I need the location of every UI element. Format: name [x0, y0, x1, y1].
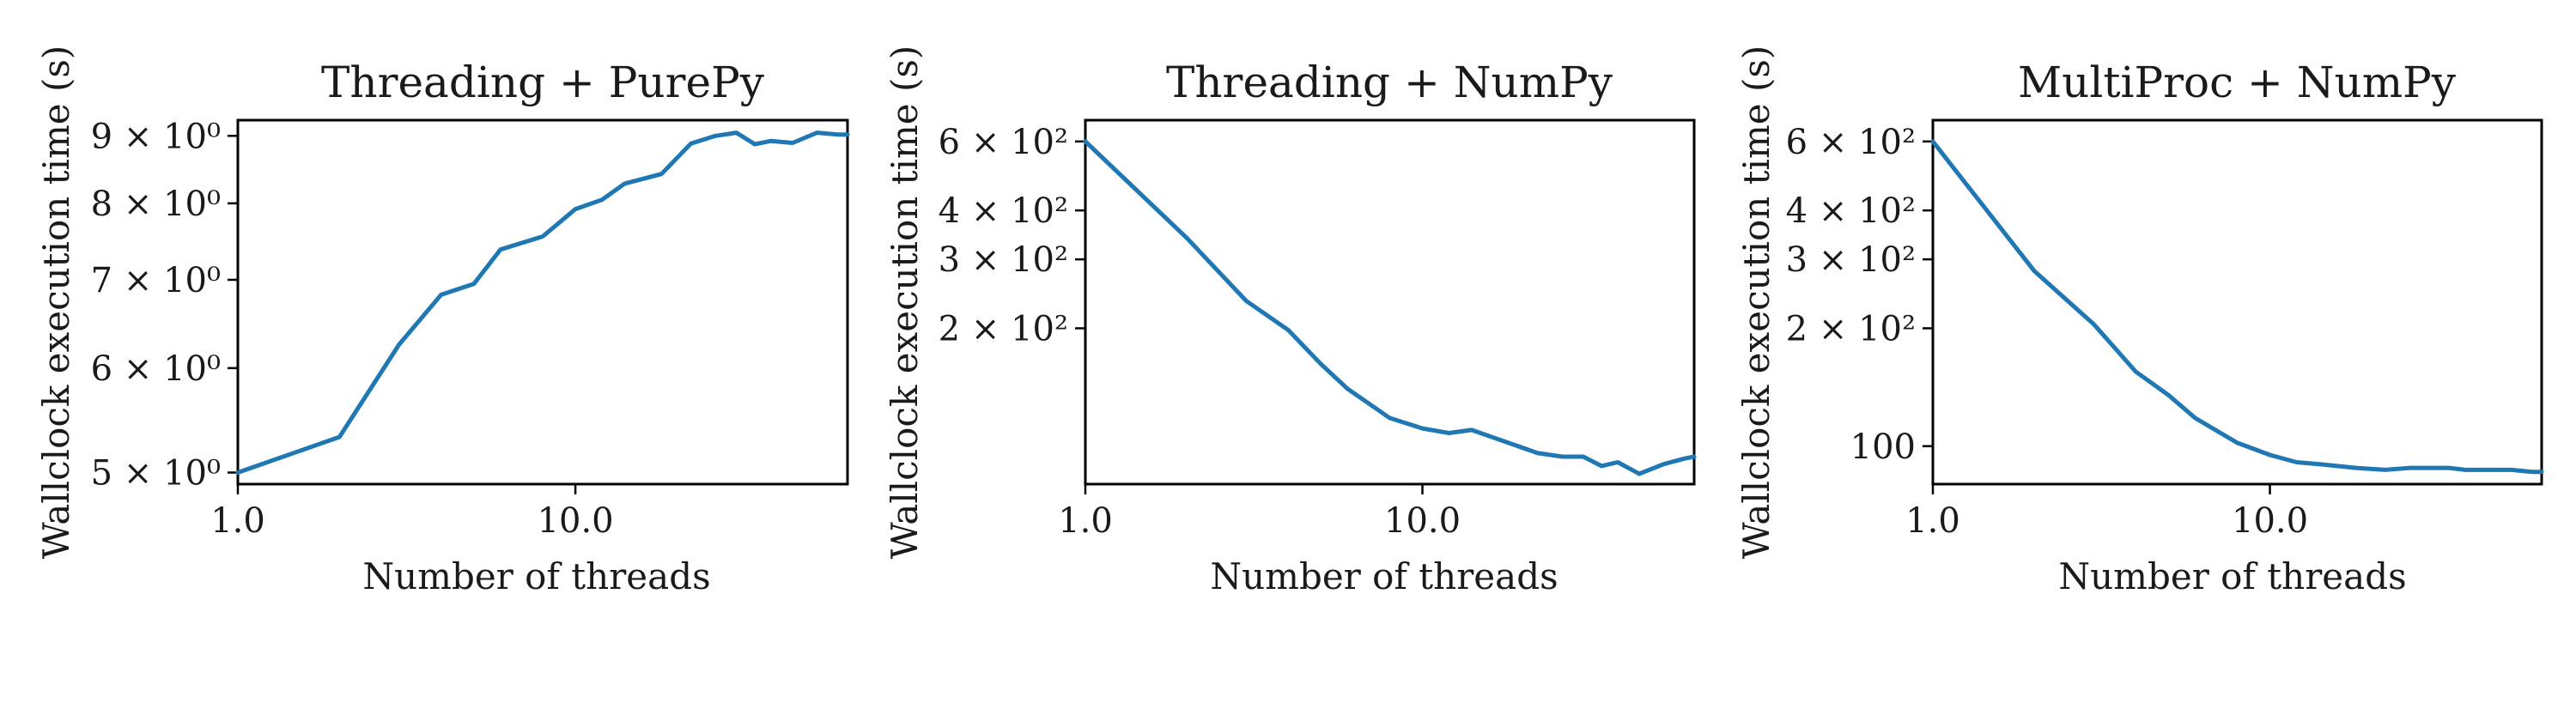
subplot-1-ytick-label-0: 5 × 10⁰	[91, 454, 221, 494]
subplot-2-xlabel: Number of threads	[1210, 555, 1558, 597]
subplot-2-plot	[1083, 139, 1697, 476]
subplot-3-series-line-0	[1930, 139, 2544, 475]
subplot-threading-purepy: Threading + PurePy Number of threads Wal…	[35, 45, 850, 597]
subplot-3-xtick-label-1: 10.0	[2232, 501, 2308, 541]
subplot-2-ytick-label-3: 6 × 10²	[939, 123, 1068, 162]
subplot-1-frame	[236, 118, 849, 486]
subplot-1-xtick-label-0: 1.0	[210, 501, 265, 541]
subplot-2-series-line-0	[1083, 139, 1697, 476]
subplot-2-ticks: 1.0 10.0 2 × 10² 3 × 10² 4 × 10² 6 × 10²	[939, 123, 1461, 541]
subplot-2-xtick-label-0: 1.0	[1058, 501, 1113, 541]
subplot-1-ticks: 1.0 10.0 5 × 10⁰ 6 × 10⁰ 7 × 10⁰ 8 × 10⁰ 9 × 1…	[91, 117, 614, 541]
subplot-3-xlabel: Number of threads	[2058, 555, 2406, 597]
subplot-1-xtick-label-1: 10.0	[538, 501, 614, 541]
subplot-3-ytick-label-3: 4 × 10²	[1786, 191, 1916, 231]
subplot-3-ticks: 1.0 10.0 100 2 × 10² 3 × 10² 4 × 10² 6 × 10²	[1786, 123, 2308, 541]
subplot-3-ytick-label-1: 2 × 10²	[1786, 309, 1916, 348]
subplot-1-ytick-label-4: 9 × 10⁰	[91, 117, 221, 156]
subplot-1-ytick-label-2: 7 × 10⁰	[91, 261, 221, 300]
subplot-1-ylabel: Wallclock execution time (s)	[35, 45, 77, 560]
subplot-3-ylabel: Wallclock execution time (s)	[1735, 45, 1777, 560]
subplot-2-ytick-label-2: 4 × 10²	[939, 191, 1068, 231]
subplot-2-ytick-label-0: 2 × 10²	[939, 309, 1068, 348]
subplot-multiproc-numpy: MultiProc + NumPy Number of threads Wall…	[1735, 45, 2544, 597]
subplot-2-xtick-label-1: 10.0	[1384, 501, 1461, 541]
subplot-1-plot	[235, 130, 850, 475]
subplot-2-ylabel: Wallclock execution time (s)	[884, 45, 926, 560]
subplot-1-ytick-label-1: 6 × 10⁰	[91, 349, 221, 389]
subplot-1-xlabel: Number of threads	[362, 555, 710, 597]
subplot-2-frame	[1084, 118, 1696, 486]
subplot-2-ytick-label-1: 3 × 10²	[939, 240, 1068, 280]
subplot-3-xtick-label-0: 1.0	[1905, 501, 1960, 541]
subplot-3-ytick-label-2: 3 × 10²	[1786, 240, 1916, 280]
subplot-1-title: Threading + PurePy	[321, 58, 765, 107]
subplot-3-ytick-label-0: 100	[1850, 427, 1916, 467]
subplot-3-title: MultiProc + NumPy	[2018, 58, 2457, 107]
subplot-1-ytick-label-3: 8 × 10⁰	[91, 185, 221, 224]
subplot-3-ytick-label-4: 6 × 10²	[1786, 123, 1916, 162]
subplot-3-frame	[1931, 118, 2543, 486]
subplot-threading-numpy: Threading + NumPy Number of threads Wall…	[884, 45, 1697, 597]
subplot-2-title: Threading + NumPy	[1166, 58, 1613, 107]
subplot-1-series-line-0	[235, 130, 850, 475]
subplot-3-plot	[1930, 139, 2544, 475]
